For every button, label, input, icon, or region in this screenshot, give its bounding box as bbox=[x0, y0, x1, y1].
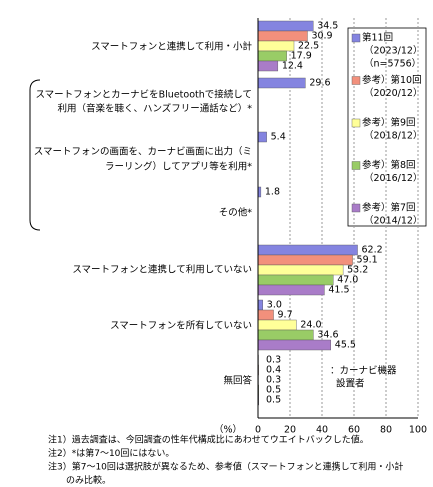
legend-period: （2016/12） bbox=[364, 172, 422, 184]
bar bbox=[257, 284, 325, 296]
value-label: 3.0 bbox=[267, 300, 282, 311]
value-label: 9.7 bbox=[278, 310, 293, 321]
value-label: 17.9 bbox=[291, 51, 312, 62]
bar bbox=[257, 309, 274, 321]
note: 注1）過去調査は、今回調査の性年代構成比にあわせてウエイトバックした値。 bbox=[48, 434, 369, 446]
value-label: 0.5 bbox=[266, 395, 281, 406]
y-tick-label: スマートフォンを所有していない bbox=[110, 320, 252, 332]
bar bbox=[257, 20, 314, 32]
y-tick-label: 利用（音楽を聴く、ハンズフリー通話など）* bbox=[57, 103, 252, 115]
bracket bbox=[29, 79, 41, 231]
note: 注2）*は第7～10回にはない。 bbox=[48, 447, 174, 459]
value-label: 47.0 bbox=[337, 275, 358, 286]
value-label: 30.9 bbox=[311, 31, 332, 42]
legend-label: 参考）第9回 bbox=[362, 117, 416, 129]
legend-period: （2014/12） bbox=[364, 215, 422, 227]
value-label: 22.5 bbox=[298, 41, 319, 52]
value-label: 0.3 bbox=[266, 355, 281, 366]
value-label: 0.4 bbox=[266, 365, 281, 376]
value-label: 0.5 bbox=[266, 385, 281, 396]
legend-label: 第11回 bbox=[362, 32, 393, 44]
value-label: 62.2 bbox=[362, 245, 383, 256]
x-unit: （%） bbox=[214, 424, 242, 436]
bar bbox=[257, 274, 334, 286]
legend-n: （n=5756） bbox=[364, 58, 421, 70]
x-tick-label: 80 bbox=[380, 425, 392, 436]
bar bbox=[257, 40, 295, 52]
legend-swatch bbox=[351, 203, 361, 213]
bar bbox=[257, 254, 353, 266]
bar bbox=[257, 244, 358, 256]
legend-period: （2023/12） bbox=[364, 45, 422, 57]
value-label: 59.1 bbox=[357, 255, 378, 266]
x-tick-label: 40 bbox=[316, 425, 328, 436]
bar bbox=[257, 30, 308, 42]
legend-label: 参考）第8回 bbox=[362, 159, 416, 171]
y-tick-label: スマートフォンと連携して利用していない bbox=[72, 264, 252, 276]
bar bbox=[257, 131, 267, 143]
bar bbox=[257, 319, 297, 331]
bar bbox=[257, 299, 264, 311]
value-label: 45.5 bbox=[335, 340, 356, 351]
note: のみ比較。 bbox=[66, 474, 111, 486]
bar bbox=[257, 264, 344, 276]
legend-swatch bbox=[351, 161, 361, 170]
bar bbox=[257, 77, 306, 89]
legend-swatch bbox=[351, 118, 361, 128]
note: 注3）第7～10回は選択肢が異なるため、参考値（スマートフォンと連携して利用・小… bbox=[48, 461, 403, 473]
legend-period: （2020/12） bbox=[364, 87, 422, 99]
value-label: 12.4 bbox=[282, 61, 303, 72]
legend-label: 参考）第10回 bbox=[362, 74, 422, 86]
bar bbox=[257, 50, 287, 62]
bar bbox=[257, 60, 279, 72]
y-tick-label: 無回答 bbox=[223, 375, 252, 387]
annotation: ：カーナビ機器 bbox=[330, 365, 397, 377]
value-label: 34.6 bbox=[317, 330, 338, 341]
value-label: 29.6 bbox=[309, 78, 330, 89]
value-label: 24.0 bbox=[300, 320, 321, 331]
legend-period: （2018/12） bbox=[364, 130, 422, 142]
legend-label: 参考）第7回 bbox=[362, 202, 416, 214]
x-tick-label: 0 bbox=[255, 425, 261, 436]
legend-swatch bbox=[351, 76, 361, 85]
y-tick-label: その他* bbox=[219, 207, 253, 219]
annotation: 設置者 bbox=[336, 378, 365, 390]
bar bbox=[257, 339, 332, 351]
value-label: 34.5 bbox=[317, 21, 338, 32]
y-tick-label: スマートフォンとカーナビをBluetoothで接続して bbox=[35, 89, 252, 101]
x-tick-label: 60 bbox=[348, 425, 360, 436]
value-label: 41.5 bbox=[328, 285, 349, 296]
y-tick-label: ラーリング）してアプリ等を利用* bbox=[105, 161, 252, 173]
value-label: 0.3 bbox=[266, 375, 281, 386]
legend-box bbox=[347, 27, 427, 227]
y-tick-label: スマートフォンの画面を、カーナビ画面に出力（ミ bbox=[34, 146, 252, 158]
bar bbox=[257, 329, 314, 341]
value-label: 1.8 bbox=[265, 187, 280, 198]
legend-swatch bbox=[351, 33, 361, 43]
value-label: 53.2 bbox=[347, 265, 368, 276]
y-tick-label: スマートフォンと連携して利用・小計 bbox=[91, 41, 252, 53]
value-label: 5.4 bbox=[271, 132, 286, 143]
x-tick-label: 20 bbox=[284, 425, 296, 436]
x-tick-label: 100 bbox=[409, 425, 427, 436]
